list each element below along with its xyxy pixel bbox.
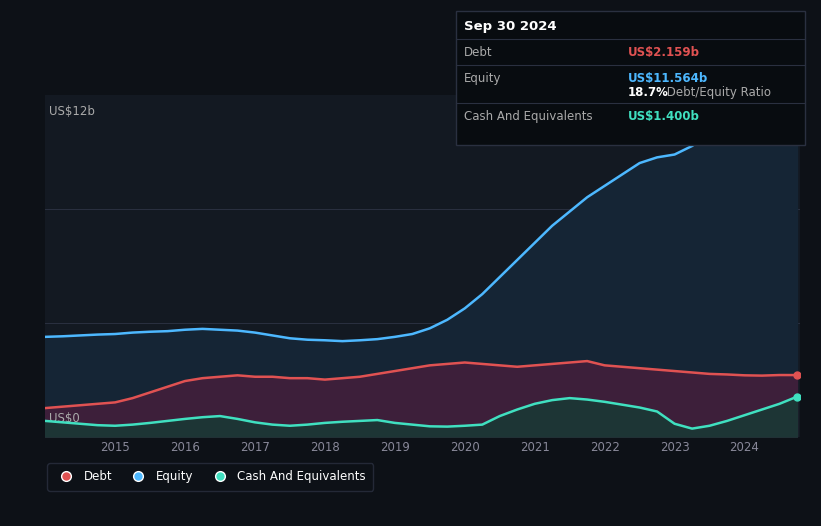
Text: 18.7%: 18.7% — [628, 86, 669, 99]
Text: US$2.159b: US$2.159b — [628, 46, 700, 58]
Legend: Debt, Equity, Cash And Equivalents: Debt, Equity, Cash And Equivalents — [48, 463, 373, 491]
Text: Sep 30 2024: Sep 30 2024 — [464, 20, 557, 33]
Text: US$11.564b: US$11.564b — [628, 72, 709, 85]
Text: US$12b: US$12b — [49, 105, 94, 118]
Text: Cash And Equivalents: Cash And Equivalents — [464, 110, 593, 123]
Text: Debt: Debt — [464, 46, 493, 58]
Text: US$1.400b: US$1.400b — [628, 110, 700, 123]
Text: Equity: Equity — [464, 72, 502, 85]
Text: US$0: US$0 — [49, 412, 80, 424]
Text: Debt/Equity Ratio: Debt/Equity Ratio — [663, 86, 771, 99]
